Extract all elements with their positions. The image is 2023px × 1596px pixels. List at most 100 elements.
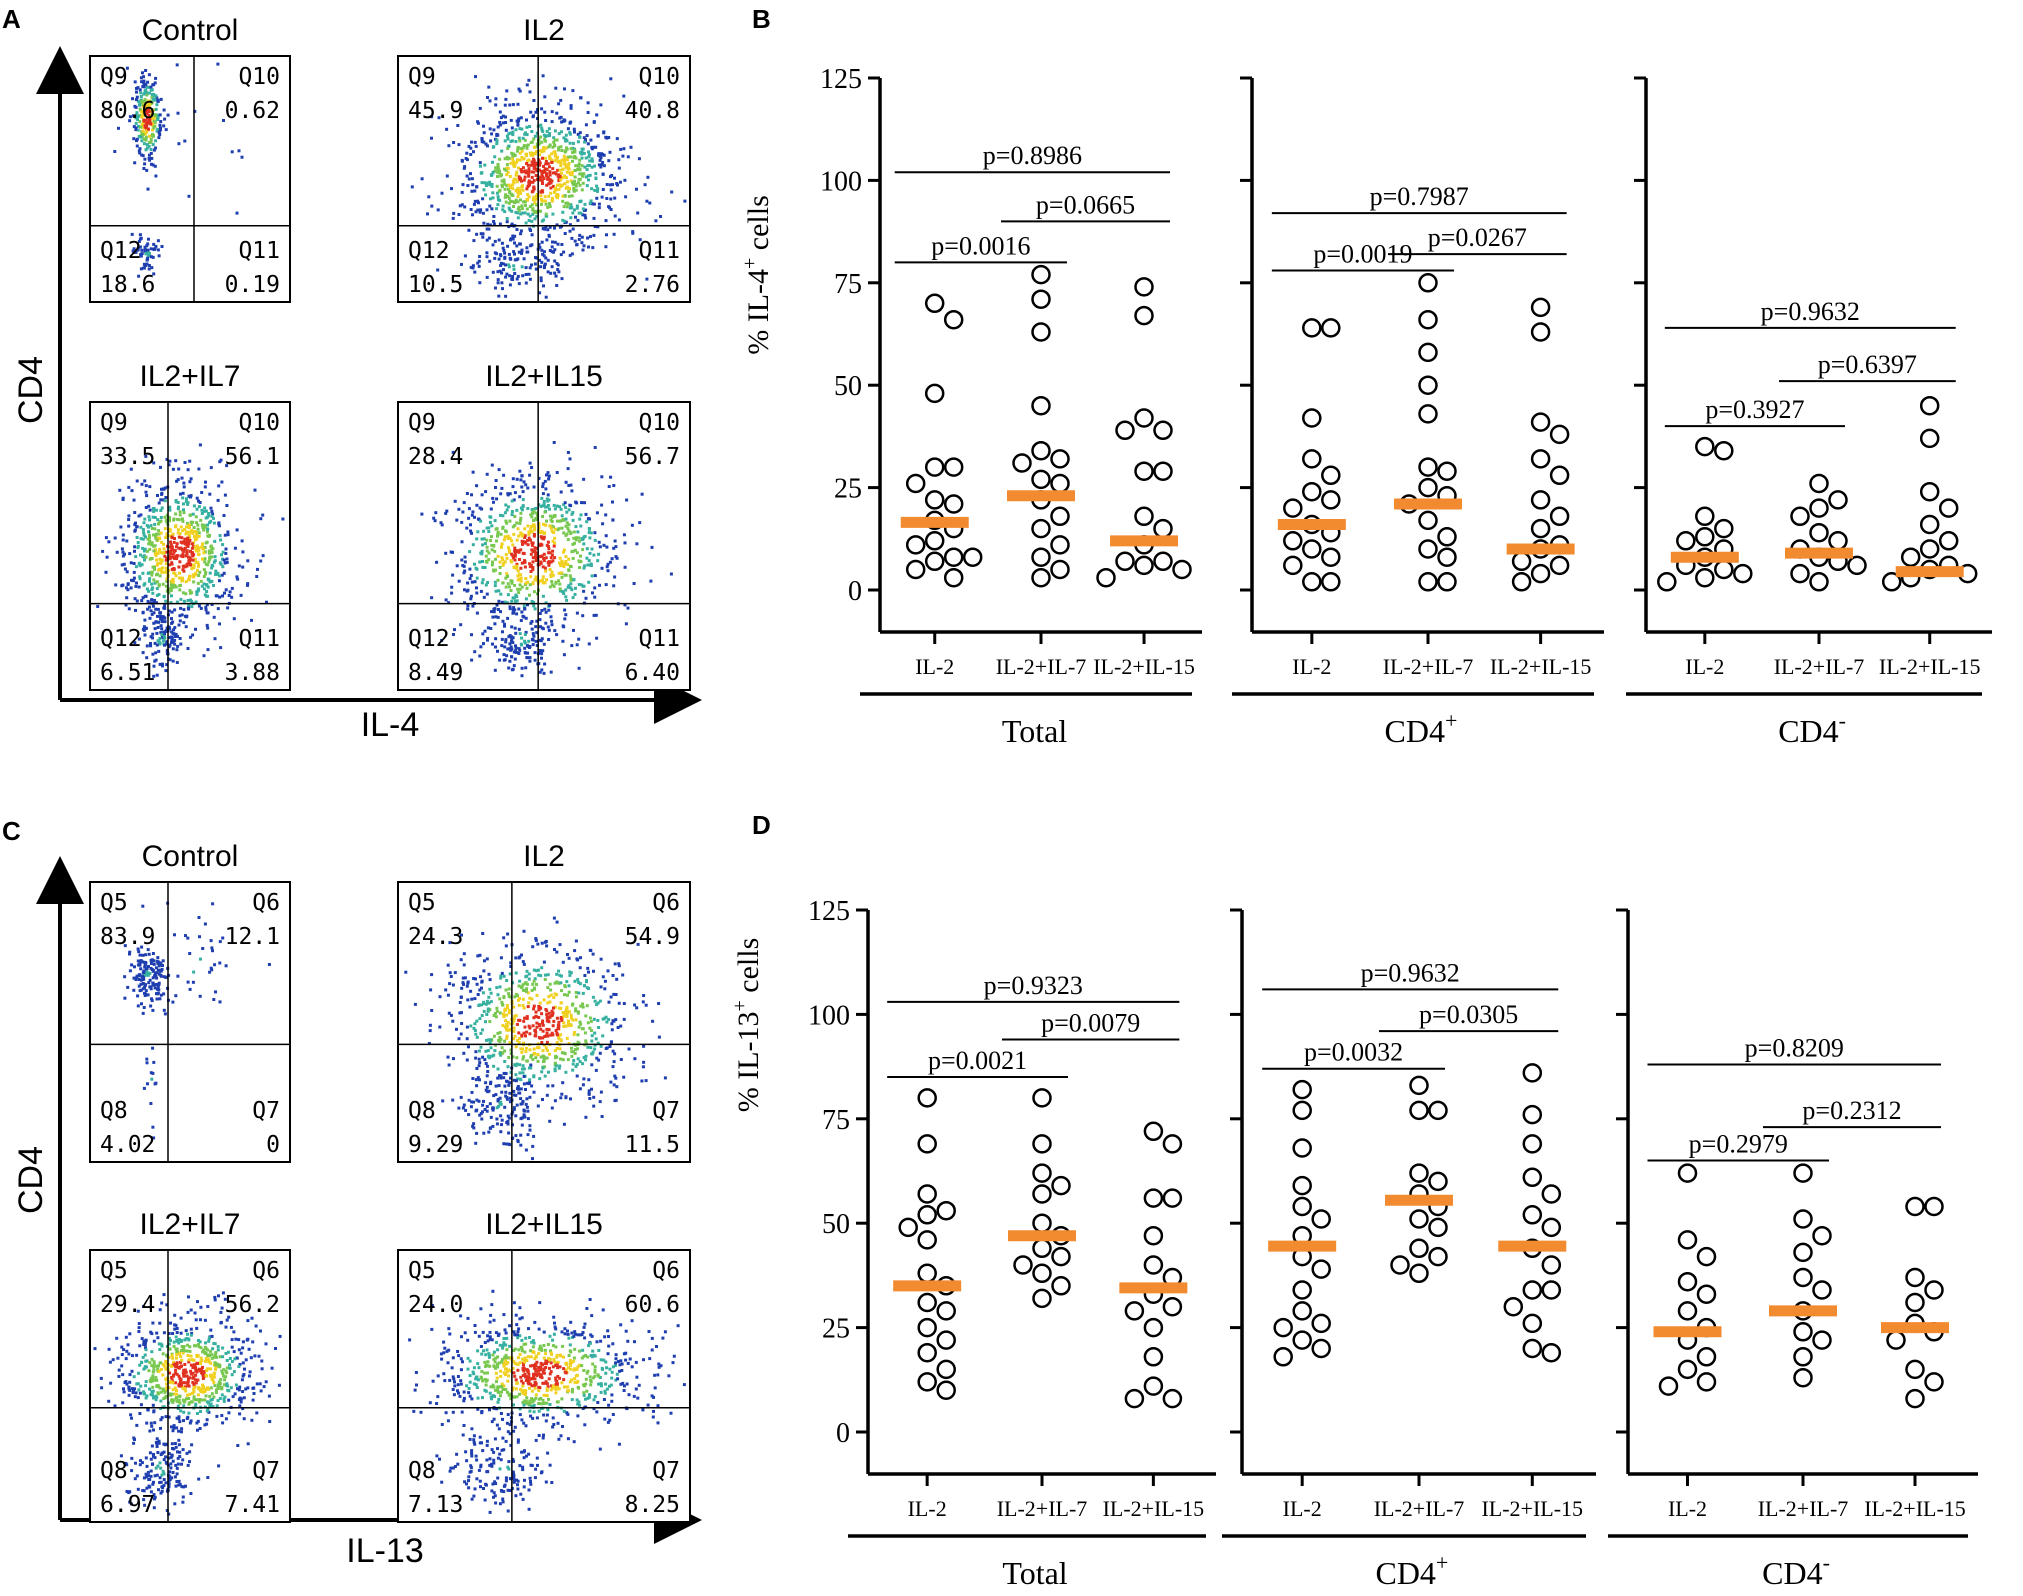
- event-dot: [539, 194, 543, 198]
- event-dot: [549, 191, 553, 195]
- event-dot: [512, 556, 516, 560]
- event-dot: [549, 556, 553, 560]
- event-dot: [569, 1024, 573, 1027]
- event-dot: [522, 200, 526, 204]
- event-dot: [148, 536, 151, 540]
- event-dot: [498, 997, 502, 1001]
- event-dot: [134, 98, 138, 102]
- event-dot: [140, 563, 144, 567]
- event-dot: [485, 472, 489, 476]
- event-dot: [462, 564, 466, 568]
- event-dot: [508, 550, 512, 554]
- event-dot: [574, 586, 577, 590]
- event-dot: [144, 112, 148, 116]
- event-dot: [617, 962, 621, 966]
- event-dot: [223, 533, 227, 537]
- event-dot: [195, 544, 199, 548]
- event-dot: [502, 178, 506, 182]
- event-dot: [500, 600, 504, 604]
- event-dot: [550, 245, 554, 249]
- event-dot: [160, 558, 164, 562]
- event-dot: [481, 932, 485, 935]
- event-dot: [204, 1346, 208, 1350]
- event-dot: [138, 107, 142, 111]
- event-dot: [150, 527, 154, 530]
- event-dot: [470, 997, 474, 1001]
- event-dot: [517, 591, 521, 595]
- event-dot: [486, 626, 490, 630]
- event-dot: [533, 607, 537, 611]
- event-dot: [489, 1000, 493, 1004]
- event-dot: [514, 210, 518, 214]
- event-dot: [156, 494, 159, 497]
- event-dot: [150, 112, 154, 116]
- event-dot: [508, 1100, 512, 1104]
- event-dot: [532, 986, 536, 990]
- event-dot: [516, 149, 519, 153]
- event-dot: [570, 1054, 574, 1058]
- event-dot: [564, 133, 568, 137]
- event-dot: [138, 88, 142, 92]
- event-dot: [609, 995, 613, 999]
- event-dot: [218, 1397, 222, 1400]
- event-dot: [528, 473, 532, 477]
- event-dot: [491, 642, 494, 646]
- event-dot: [574, 1064, 578, 1068]
- event-dot: [527, 195, 531, 199]
- event-dot: [506, 582, 510, 586]
- event-dot: [642, 1060, 646, 1064]
- event-dot: [219, 1378, 223, 1382]
- event-dot: [478, 988, 482, 992]
- event-dot: [550, 529, 554, 533]
- event-dot: [523, 527, 527, 531]
- event-dot: [576, 1033, 580, 1037]
- event-dot: [187, 562, 191, 566]
- event-dot: [487, 1130, 491, 1134]
- event-dot: [571, 556, 575, 560]
- event-dot: [540, 626, 544, 630]
- event-dot: [547, 608, 551, 612]
- event-dot: [459, 1032, 463, 1036]
- event-dot: [542, 266, 546, 270]
- event-dot: [499, 545, 503, 549]
- event-dot: [670, 190, 674, 194]
- event-dot: [154, 174, 158, 178]
- event-dot: [569, 1013, 573, 1017]
- event-dot: [164, 570, 168, 574]
- event-dot: [546, 1034, 550, 1038]
- event-dot: [137, 973, 141, 977]
- event-dot: [163, 1390, 167, 1394]
- event-dot: [517, 1003, 521, 1007]
- event-dot: [635, 187, 638, 191]
- event-dot: [563, 984, 567, 988]
- event-dot: [526, 991, 530, 995]
- event-dot: [208, 521, 211, 525]
- event-dot: [599, 1044, 603, 1048]
- event-dot: [183, 461, 187, 464]
- event-dot: [505, 155, 509, 159]
- event-dot: [504, 553, 508, 557]
- event-dot: [194, 627, 197, 631]
- event-dot: [609, 208, 613, 211]
- event-dot: [564, 1070, 568, 1074]
- event-dot: [616, 1026, 620, 1029]
- event-dot: [139, 959, 143, 963]
- event-dot: [535, 516, 539, 520]
- event-dot: [604, 534, 608, 538]
- event-dot: [172, 540, 176, 544]
- event-dot: [520, 474, 524, 478]
- event-dot: [463, 254, 467, 258]
- event-dot: [520, 184, 524, 188]
- event-dot: [158, 123, 162, 127]
- event-dot: [503, 1105, 507, 1109]
- event-dot: [495, 497, 499, 501]
- event-dot: [571, 542, 575, 546]
- quadrant-percent: 83.9: [100, 924, 155, 950]
- event-dot: [527, 536, 531, 540]
- event-dot: [619, 1024, 623, 1028]
- event-dot: [480, 171, 484, 175]
- event-dot: [219, 458, 223, 462]
- event-dot: [159, 519, 163, 523]
- event-dot: [507, 992, 511, 996]
- event-dot: [160, 1367, 163, 1371]
